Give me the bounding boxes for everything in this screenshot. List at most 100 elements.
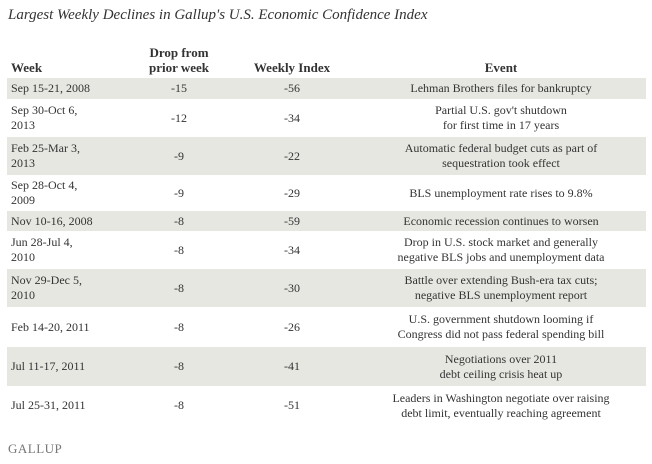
- table-row: Feb 25-Mar 3, 2013 -9 -22 Automatic federal …: [7, 137, 646, 175]
- cell-drop-text: -15: [171, 81, 187, 95]
- cell-drop: -8: [130, 347, 228, 386]
- cell-week: Sep 28-Oct 4, 2009: [7, 175, 130, 211]
- cell-drop: -8: [130, 231, 228, 269]
- table-row: Feb 14-20, 2011 -8 -26 U.S. government shut…: [7, 307, 646, 347]
- cell-event-text: Negotiations over 2011: [444, 351, 558, 366]
- declines-table: Week Drop from prior week Weekly Index Ev…: [7, 38, 646, 425]
- cell-week: Feb 25-Mar 3, 2013: [7, 137, 130, 175]
- table-row: Jul 25-31, 2011 -8 -51 Leaders in Washingto…: [7, 386, 646, 425]
- table-row: Jul 11-17, 2011 -8 -41 Negotiations over 20…: [7, 347, 646, 386]
- cell-index-text: -26: [284, 319, 300, 334]
- cell-event-text: Partial U.S. gov't shutdown: [435, 103, 567, 117]
- cell-event-text: Economic recession continues to worsen: [403, 213, 599, 228]
- cell-index-text: -34: [284, 242, 300, 257]
- cell-index: -51: [228, 386, 356, 425]
- cell-drop-text: -9: [174, 148, 184, 163]
- cell-event-text: Lehman Brothers files for bankruptcy: [410, 81, 592, 95]
- cell-week: Sep 15-21, 2008: [7, 78, 130, 99]
- cell-event: BLS unemployment rate rises to 9.8%: [356, 175, 646, 211]
- cell-drop: -9: [130, 137, 228, 175]
- cell-event-text: Drop in U.S. stock market and generally: [404, 235, 598, 249]
- cell-index-text: -41: [284, 359, 300, 373]
- table-row: Nov 29-Dec 5, 2010 -8 -30 Battle over extend…: [7, 269, 646, 307]
- table-row: Jun 28-Jul 4, 2010 -8 -34 Drop in U.S. stock…: [7, 231, 646, 269]
- cell-event: Leaders in Washington negotiate over rai…: [356, 386, 646, 425]
- cell-week-text: Sep 28-Oct 4,: [11, 178, 78, 192]
- cell-event-text: negative BLS jobs and unemployment data: [397, 250, 605, 264]
- cell-week-text: 2010: [11, 288, 35, 302]
- cell-event: Drop in U.S. stock market and generally n…: [356, 231, 646, 269]
- table-row: Nov 10-16, 2008 -8 -59 Economic recession c…: [7, 211, 646, 231]
- cell-drop-text: -8: [174, 213, 184, 228]
- cell-index: -34: [228, 231, 356, 269]
- cell-event-text: negative BLS unemployment report: [414, 288, 588, 302]
- cell-drop: -8: [130, 386, 228, 425]
- cell-event-text: for first time in 17 years: [442, 118, 560, 132]
- cell-index-text: -30: [284, 280, 300, 295]
- cell-event-text: Battle over extending Bush-era tax cuts;: [404, 273, 598, 287]
- header-row: Week Drop from prior week Weekly Index Ev…: [7, 38, 646, 78]
- cell-event: Negotiations over 2011 debt ceiling crisi…: [356, 347, 646, 386]
- cell-week-text: 2010: [11, 250, 35, 264]
- cell-event-text: U.S. government shutdown looming if: [408, 312, 594, 326]
- cell-week-text: 2013: [11, 118, 35, 132]
- cell-week: Jun 28-Jul 4, 2010: [7, 231, 130, 269]
- cell-event-text: BLS unemployment rate rises to 9.8%: [409, 185, 593, 200]
- cell-week: Sep 30-Oct 6, 2013: [7, 99, 130, 137]
- cell-event-text: debt ceiling crisis heat up: [439, 366, 563, 381]
- cell-event-text: Leaders in Washington negotiate over rai…: [392, 390, 610, 405]
- cell-event: U.S. government shutdown looming if Congr…: [356, 307, 646, 347]
- cell-index: -30: [228, 269, 356, 307]
- cell-drop-text: -8: [174, 398, 184, 412]
- cell-index-text: -59: [284, 213, 300, 228]
- cell-drop: -15: [130, 78, 228, 99]
- cell-index: -41: [228, 347, 356, 386]
- cell-drop-text: -8: [174, 242, 184, 257]
- cell-index: -26: [228, 307, 356, 347]
- header-event: Event: [484, 60, 518, 75]
- cell-week-text: Feb 14-20, 2011: [11, 319, 90, 334]
- cell-week: Nov 10-16, 2008: [7, 211, 130, 231]
- cell-week-text: Jun 28-Jul 4,: [11, 235, 73, 249]
- cell-event: Lehman Brothers files for bankruptcy: [356, 78, 646, 99]
- cell-drop: -9: [130, 175, 228, 211]
- cell-week-text: Feb 25-Mar 3,: [11, 141, 80, 155]
- cell-event-text: sequestration took effect: [442, 156, 560, 170]
- cell-event-text: Congress did not pass federal spending b…: [397, 327, 605, 341]
- cell-week: Nov 29-Dec 5, 2010: [7, 269, 130, 307]
- cell-drop: -8: [130, 211, 228, 231]
- header-drop: Drop from prior week: [130, 38, 228, 78]
- gallup-logo: GALLUP: [8, 441, 63, 456]
- cell-week-text: Sep 30-Oct 6,: [11, 103, 78, 117]
- cell-week: Jul 25-31, 2011: [7, 386, 130, 425]
- header-week: Week: [11, 60, 43, 75]
- cell-week-text: Jul 25-31, 2011: [11, 398, 86, 412]
- table-row: Sep 28-Oct 4, 2009 -9 -29 BLS unemployment r…: [7, 175, 646, 211]
- cell-week-text: Sep 15-21, 2008: [11, 81, 90, 95]
- cell-week: Jul 11-17, 2011: [7, 347, 130, 386]
- cell-event: Battle over extending Bush-era tax cuts;…: [356, 269, 646, 307]
- cell-drop-text: -8: [174, 359, 184, 373]
- cell-index: -34: [228, 99, 356, 137]
- header-drop-line2: prior week: [148, 60, 210, 75]
- cell-week-text: 2013: [11, 156, 35, 170]
- cell-index-text: -29: [284, 185, 300, 200]
- cell-event: Automatic federal budget cuts as part of…: [356, 137, 646, 175]
- cell-drop-text: -12: [171, 110, 187, 125]
- cell-week-text: Nov 29-Dec 5,: [11, 273, 82, 287]
- cell-event: Partial U.S. gov't shutdown for first tim…: [356, 99, 646, 137]
- cell-event-text: debt limit, eventually reaching agreemen…: [401, 405, 601, 420]
- cell-index: -56: [228, 78, 356, 99]
- cell-drop: -8: [130, 269, 228, 307]
- cell-index: -29: [228, 175, 356, 211]
- cell-week-text: Jul 11-17, 2011: [11, 359, 86, 373]
- header-drop-line1: Drop from: [149, 45, 209, 60]
- header-index: Weekly Index: [253, 60, 331, 75]
- cell-week: Feb 14-20, 2011: [7, 307, 130, 347]
- cell-drop: -12: [130, 99, 228, 137]
- cell-index-text: -22: [284, 148, 300, 163]
- cell-week-text: Nov 10-16, 2008: [11, 213, 93, 228]
- cell-event-text: Automatic federal budget cuts as part of: [404, 141, 598, 155]
- table-row: Sep 30-Oct 6, 2013 -12 -34 Partial U.S. gov'…: [7, 99, 646, 137]
- cell-index-text: -51: [284, 398, 300, 412]
